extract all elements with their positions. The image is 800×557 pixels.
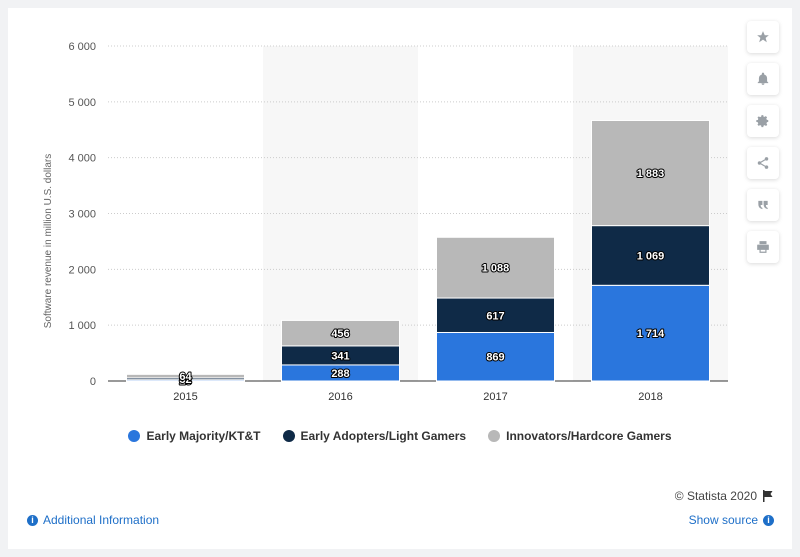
credit-text: © Statista 2020 [674, 489, 757, 503]
data-label: 456 [331, 328, 349, 340]
y-tick-label: 6 000 [68, 41, 96, 53]
info-icon: i [27, 514, 38, 526]
credit: © Statista 2020 [675, 489, 774, 503]
data-label: 341 [331, 350, 349, 362]
y-axis-label: Software revenue in million U.S. dollars [43, 154, 54, 329]
legend-swatch [488, 430, 501, 442]
additional-information-label: Additional Information [43, 513, 160, 527]
legend-label: Early Adopters/Light Gamers [300, 429, 467, 443]
bell-icon[interactable] [747, 63, 779, 95]
bar-segment[interactable] [126, 373, 245, 379]
share-icon[interactable] [747, 147, 779, 179]
data-label: 1 088 [482, 263, 510, 275]
show-source-link[interactable]: Show source i [689, 513, 774, 527]
y-tick-label: 5 000 [68, 97, 96, 109]
flag-icon[interactable] [762, 490, 774, 502]
legend: Early Majority/KT&T Early Adopters/Light … [0, 429, 800, 443]
data-label: 1 714 [637, 328, 665, 340]
bar-segment[interactable] [436, 297, 555, 333]
legend-item[interactable]: Early Majority/KT&T [128, 429, 261, 443]
additional-information-link[interactable]: i Additional Information [27, 513, 159, 527]
legend-label: Early Majority/KT&T [146, 429, 261, 443]
y-tick-label: 4 000 [68, 153, 96, 165]
data-label: 1 883 [637, 168, 665, 180]
legend-item[interactable]: Early Adopters/Light Gamers [282, 429, 467, 443]
x-tick-label: 2017 [483, 391, 507, 403]
data-label: 32 [179, 374, 191, 386]
x-tick-label: 2015 [173, 391, 197, 403]
legend-label: Innovators/Hardcore Gamers [506, 429, 672, 443]
data-label: 23 [179, 375, 191, 387]
bar-segment[interactable] [436, 331, 555, 382]
bar-segment[interactable] [591, 284, 710, 382]
data-label: 1 069 [637, 250, 665, 262]
legend-swatch [128, 430, 141, 442]
legend-swatch [282, 430, 295, 442]
star-icon[interactable] [747, 21, 779, 53]
legend-item[interactable]: Innovators/Hardcore Gamers [488, 429, 672, 443]
y-tick-label: 1 000 [68, 320, 96, 332]
data-label: 64 [179, 371, 192, 383]
bar-segment[interactable] [591, 119, 710, 227]
show-source-label: Show source [688, 513, 758, 527]
x-tick-label: 2016 [328, 391, 352, 403]
quote-icon[interactable] [747, 189, 779, 221]
bar-segment[interactable] [281, 319, 400, 347]
print-icon[interactable] [747, 231, 779, 263]
info-icon: i [763, 514, 774, 526]
data-label: 869 [486, 352, 504, 364]
y-tick-label: 0 [90, 376, 96, 388]
gear-icon[interactable] [747, 105, 779, 137]
x-tick-label: 2018 [638, 391, 662, 403]
bar-segment[interactable] [436, 236, 555, 299]
y-tick-label: 3 000 [68, 209, 96, 221]
y-tick-label: 2 000 [68, 264, 96, 276]
data-label: 288 [331, 368, 349, 380]
data-label: 617 [486, 310, 504, 322]
